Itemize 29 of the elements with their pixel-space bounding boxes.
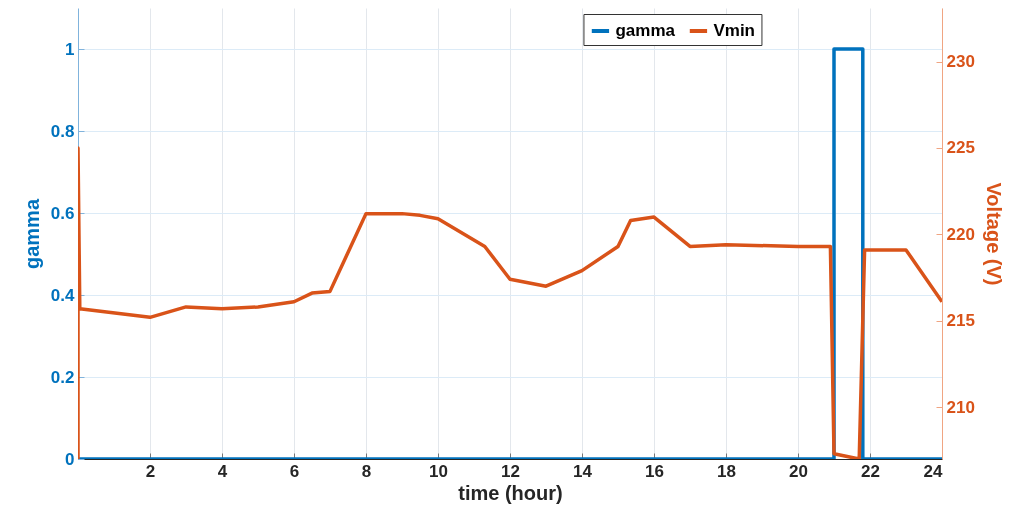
y-tick-label: 0 [65,449,75,469]
y2-tick-label: 215 [946,311,975,331]
x-axis-title: time (hour) [458,481,563,504]
x-tick-label: 16 [645,461,664,481]
y-tick-label: 0.8 [50,121,75,141]
y-axis-title: gamma [20,198,43,270]
x-tick-label: 14 [573,461,593,481]
line-series [78,146,942,459]
x-tick-label: 6 [289,461,300,481]
x-tick-label: 4 [217,461,228,481]
x-tick-label: 8 [361,461,372,481]
y-tick-label: 0.6 [50,203,75,223]
y2-tick-label: 210 [946,397,975,417]
x-tick-label: 20 [789,461,808,481]
x-tick-label: 24 [923,461,944,481]
y2-tick-label: 225 [946,138,975,158]
x-tick-label: 10 [429,461,448,481]
legend-label: Vmin [713,21,755,40]
x-tick-label: 22 [861,461,880,481]
x-tick-label: 2 [145,461,156,481]
y-tick-label: 1 [65,39,75,59]
y-tick-label: 0.4 [50,285,76,305]
y2-tick-label: 230 [946,52,975,72]
y2-tick-label: 220 [946,224,975,244]
x-tick-label: 12 [501,461,520,481]
x-tick-label: 18 [717,461,736,481]
legend-label: gamma [615,21,676,40]
y-tick-label: 0.2 [50,367,75,387]
y2-axis-title: Voltage (V) [982,182,1005,286]
